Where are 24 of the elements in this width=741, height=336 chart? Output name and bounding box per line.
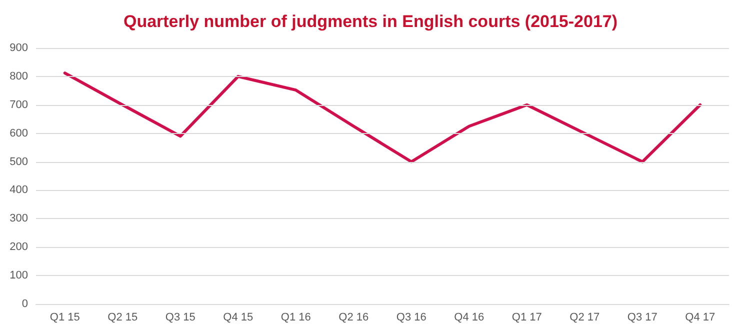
x-tick-label: Q2 16: [338, 312, 369, 324]
x-tick-label: Q2 17: [570, 312, 600, 324]
y-tick-label: 100: [10, 270, 28, 282]
y-tick-label: 400: [10, 184, 28, 196]
x-tick-label: Q4 15: [223, 312, 254, 324]
y-tick-label: 0: [22, 298, 28, 310]
y-tick-label: 900: [10, 42, 28, 54]
y-tick-label: 300: [10, 212, 28, 225]
x-tick-label: Q3 15: [165, 312, 196, 324]
y-tick-label: 800: [10, 70, 28, 82]
x-tick-label: Q1 16: [280, 312, 311, 324]
line-series: [63, 72, 702, 164]
x-tick-label: Q4 17: [685, 312, 716, 324]
x-tick-label: Q1 15: [50, 312, 80, 324]
y-tick-label: 600: [10, 127, 28, 140]
y-tick-label: 500: [10, 156, 28, 168]
y-tick-label: 700: [10, 98, 28, 111]
y-tick-label: 200: [10, 241, 28, 254]
x-tick-label: Q3 16: [396, 312, 426, 324]
x-tick-label: Q4 16: [454, 312, 484, 324]
x-tick-label: Q3 17: [627, 312, 658, 324]
chart-title: Quarterly number of judgments in English courts (2015-2017): [123, 12, 618, 31]
x-tick-label: Q2 15: [108, 312, 138, 324]
x-tick-label: Q1 17: [512, 312, 542, 324]
